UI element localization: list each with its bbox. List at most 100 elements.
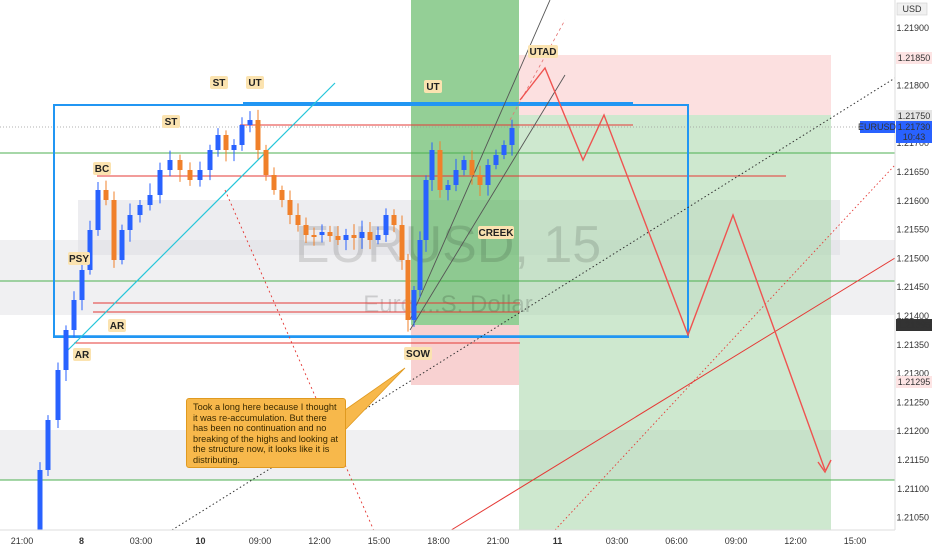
time-tick: 21:00	[487, 536, 510, 546]
currency-badge[interactable]	[896, 2, 928, 16]
candle-body	[279, 190, 285, 200]
lower-price-text: 1.21395	[898, 320, 931, 330]
price-tick: 1.21350	[896, 340, 929, 350]
candles	[37, 109, 515, 549]
candle-body	[177, 160, 183, 170]
label-utad: UTAD	[529, 47, 556, 58]
candle-body	[469, 160, 475, 175]
candle-body	[287, 200, 293, 215]
candle-body	[95, 190, 101, 230]
projected-arrowhead	[817, 459, 832, 474]
candle-body	[383, 215, 389, 235]
price-tick: 1.21900	[896, 23, 929, 33]
wyckoff-labels: PSY BC ST ST UT UT UTAD AR AR CREEK SOW	[68, 45, 558, 361]
time-axis[interactable]	[0, 530, 895, 550]
candle-body	[445, 185, 451, 190]
candle-body	[375, 235, 381, 240]
symbol-watermark: EURUSD, 15	[295, 216, 601, 274]
cyan-trendline[interactable]	[67, 82, 336, 351]
note-callout[interactable]: Took a long here because I thought it wa…	[186, 398, 346, 468]
candle-body	[351, 235, 357, 238]
channel-lower[interactable]	[409, 74, 566, 331]
stop-price-badge	[896, 376, 932, 388]
trading-range-box[interactable]	[53, 104, 689, 338]
candle-body	[63, 330, 69, 370]
label-ar-1: AR	[110, 321, 125, 332]
candle-body	[399, 225, 405, 260]
current-price-badge[interactable]	[896, 121, 932, 143]
candle-body	[215, 135, 221, 150]
time-tick: 12:00	[784, 536, 807, 546]
candle-body	[239, 125, 245, 145]
symbol-badge[interactable]	[860, 121, 895, 133]
candle-body	[335, 236, 341, 240]
candle-body	[319, 232, 325, 235]
price-tick: 1.21600	[896, 196, 929, 206]
channel-extension	[509, 19, 566, 121]
red-dotted-descending	[224, 189, 379, 541]
candle-body	[477, 175, 483, 185]
candle-body	[119, 230, 125, 260]
candle-body	[187, 170, 193, 180]
note-pointer	[344, 367, 406, 431]
time-tick: 11	[553, 536, 563, 546]
price-tick: 1.21650	[896, 167, 929, 177]
projected-path[interactable]	[519, 66, 826, 471]
red-dotted-trendline	[554, 164, 896, 531]
subtitle-watermark: Euro ...S. Dollar	[363, 291, 532, 318]
candle-body	[461, 160, 467, 170]
candle-body	[45, 420, 51, 470]
price-tick: 1.21800	[896, 81, 929, 91]
time-tick: 06:00	[665, 536, 688, 546]
candle-body	[87, 230, 93, 270]
time-tick: 18:00	[427, 536, 450, 546]
time-tick: 15:00	[368, 536, 391, 546]
symbol-badge-text: EURUSD	[858, 122, 897, 132]
price-axis[interactable]	[895, 0, 932, 550]
candle-body	[423, 180, 429, 240]
candle-body	[367, 232, 373, 240]
label-st-1: ST	[165, 117, 178, 128]
candle-body	[207, 150, 213, 170]
label-bc: BC	[95, 164, 109, 175]
candle-body	[79, 270, 85, 300]
price-tick: 1.21450	[896, 282, 929, 292]
time-tick: 09:00	[725, 536, 748, 546]
stop-price-text: 1.21295	[898, 377, 931, 387]
label-sow: SOW	[406, 349, 430, 360]
time-tick: 03:00	[606, 536, 629, 546]
upper-price-text: 1.21850	[898, 53, 931, 63]
candle-body	[255, 120, 261, 150]
candle-body	[343, 235, 349, 240]
channel-upper[interactable]	[409, 0, 551, 321]
candle-body	[359, 232, 365, 238]
candle-body	[453, 170, 459, 185]
price-tick: 1.21200	[896, 426, 929, 436]
time-tick: 8	[79, 536, 84, 546]
green-zone-right	[519, 115, 831, 535]
candle-body	[263, 150, 269, 175]
time-tick: 03:00	[130, 536, 153, 546]
candle-body	[405, 260, 411, 320]
candle-body	[327, 232, 333, 236]
time-axis-ticks: 21:00 8 03:00 10 09:00 12:00 15:00 18:00 21:00 11…	[11, 536, 867, 546]
candle-body	[501, 145, 507, 155]
label-ut-1: UT	[248, 78, 261, 89]
price-tick: 1.21050	[896, 513, 929, 523]
candle-body	[127, 215, 133, 230]
candle-body	[147, 195, 153, 205]
candle-body	[137, 205, 143, 215]
time-tick: 12:00	[308, 536, 331, 546]
time-tick: 21:00	[11, 536, 34, 546]
label-st-2: ST	[213, 78, 226, 89]
red-rising-trendline	[434, 257, 896, 541]
candle-body	[247, 120, 253, 125]
price-tick: 1.21250	[896, 397, 929, 407]
candle-body	[197, 170, 203, 180]
label-psy: PSY	[69, 254, 89, 265]
candle-body	[223, 135, 229, 150]
candle-body	[271, 175, 277, 190]
candle-body	[37, 470, 43, 540]
current-label-text: 1.21750	[898, 111, 931, 121]
